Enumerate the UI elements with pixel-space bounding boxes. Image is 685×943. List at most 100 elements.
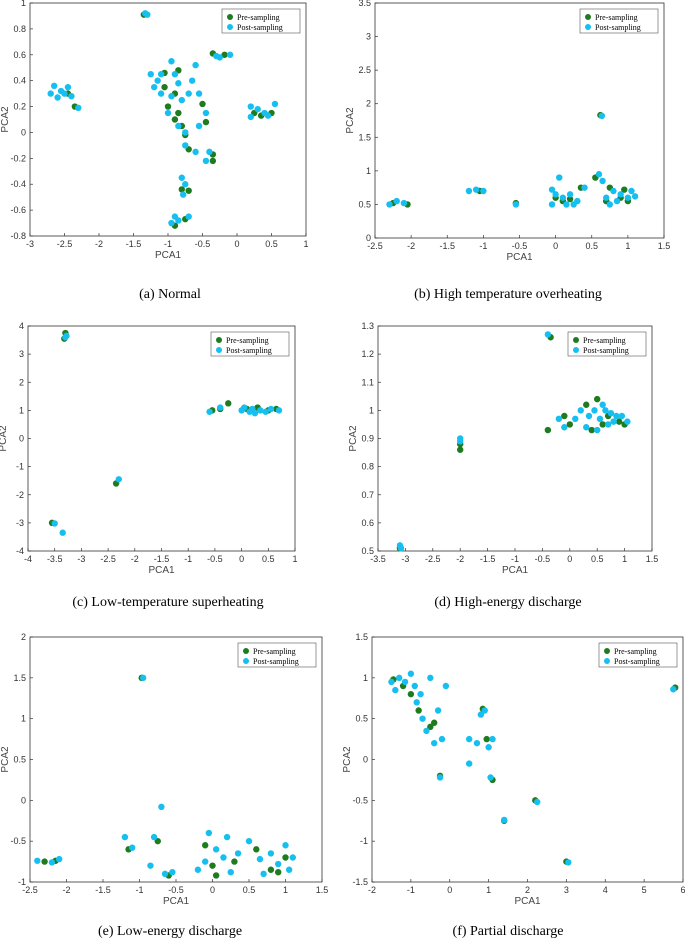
y-tick-label: 0.5 (355, 714, 368, 724)
x-tick-label: -0.5 (535, 554, 551, 564)
x-axis-label: PCA1 (506, 252, 533, 263)
x-tick-label: 1 (625, 241, 630, 251)
legend-post-label: Post-sampling (226, 346, 272, 355)
post-sampling-point (617, 191, 624, 198)
post-sampling-point (227, 869, 234, 876)
post-sampling-point (607, 409, 615, 417)
y-axis-label: PCA2 (348, 425, 359, 452)
x-tick-label: 0 (239, 554, 244, 564)
post-sampling-point (262, 408, 269, 415)
post-sampling-point (164, 109, 172, 117)
panel-e: -2.5 -2 -1.5 -1 -0.5 0 0.5 1 1.5 -1 -0.5 0 0.5 1 1.5 2 P… (0, 632, 328, 939)
post-sampling-point (427, 674, 434, 682)
y-tick-label: 0 (21, 127, 26, 137)
legend-pre-marker (604, 648, 610, 654)
legend-post-marker (585, 24, 591, 30)
post-sampling-point (182, 129, 189, 136)
y-tick-label: 0.9 (361, 434, 374, 444)
post-sampling-point (465, 735, 473, 743)
plot-frame (29, 636, 323, 883)
post-sampling-point (618, 412, 626, 420)
x-tick-label: -1 (511, 554, 519, 564)
legend-box (210, 331, 290, 357)
post-sampling-point (264, 112, 272, 119)
pre-sampling-point (253, 846, 260, 853)
x-tick-label: -3.5 (47, 554, 63, 564)
x-tick-label: -2 (368, 885, 376, 895)
pre-sampling-point (544, 426, 552, 434)
y-tick-label: 0.6 (361, 518, 374, 528)
pre-sampling-point (566, 195, 574, 203)
y-tick-label: 1 (21, 714, 26, 724)
post-sampling-point (670, 686, 677, 693)
pre-sampling-point (41, 858, 48, 865)
post-sampling-point (624, 418, 631, 425)
x-tick-label: 1.5 (646, 554, 659, 564)
pre-sampling-point (275, 869, 282, 876)
post-sampling-point (613, 412, 620, 420)
post-sampling-point (171, 70, 179, 78)
x-tick-label: -2.5 (367, 241, 383, 251)
x-axis-label: PCA1 (502, 565, 529, 576)
post-sampling-point (602, 407, 609, 414)
post-sampling-point (610, 187, 617, 195)
y-tick-label: 0.8 (13, 24, 26, 34)
post-sampling-point (434, 707, 442, 714)
post-sampling-point (247, 113, 254, 121)
y-axis-label: PCA2 (345, 107, 356, 134)
legend-pre-marker (585, 14, 591, 20)
y-tick-label: -1 (16, 462, 24, 472)
x-tick-label: 1 (292, 554, 297, 564)
post-sampling-point (129, 844, 136, 851)
x-axis-label: PCA1 (163, 896, 190, 907)
post-sampling-point (275, 860, 282, 868)
x-tick-label: -0.5 (168, 885, 184, 895)
x-tick-label: -2 (131, 554, 139, 564)
plot-frame (377, 325, 653, 552)
pre-sampling-point (415, 707, 422, 714)
post-sampling-point (477, 711, 485, 718)
post-sampling-point (566, 191, 574, 198)
x-tick-label: -1 (135, 885, 143, 895)
post-sampling-point (241, 404, 248, 411)
post-sampling-point (223, 833, 231, 841)
post-sampling-point (63, 332, 70, 340)
x-tick-label: 0.5 (585, 241, 598, 251)
pre-sampling-point (175, 109, 182, 117)
y-tick-label: 0.5 (13, 755, 26, 765)
post-sampling-point (596, 415, 604, 423)
post-sampling-point (157, 90, 165, 97)
post-sampling-point (212, 846, 220, 853)
post-sampling-point (577, 407, 584, 414)
post-sampling-point (68, 93, 75, 100)
post-sampling-point (188, 77, 196, 84)
pre-sampling-point (225, 400, 232, 407)
pre-sampling-point (231, 858, 238, 865)
post-sampling-point (267, 850, 275, 857)
post-sampling-point (628, 187, 635, 195)
post-sampling-point (169, 869, 176, 876)
post-sampling-point (631, 193, 639, 200)
post-sampling-point (436, 774, 444, 781)
post-sampling-point (465, 760, 473, 767)
y-tick-label: -3 (16, 518, 24, 528)
legend-post-marker (227, 24, 233, 30)
x-tick-label: -2.5 (425, 554, 441, 564)
x-tick-label: 3 (564, 885, 569, 895)
post-sampling-point (175, 80, 182, 87)
y-tick-label: 1 (21, 0, 26, 8)
post-sampling-point (245, 837, 253, 845)
x-axis-label: PCA1 (148, 565, 175, 576)
x-tick-label: -2 (62, 885, 70, 895)
post-sampling-point (150, 833, 158, 841)
post-sampling-point (411, 682, 418, 690)
y-axis-label: PCA2 (342, 746, 353, 773)
post-sampling-point (247, 103, 254, 110)
post-sampling-point (168, 219, 175, 227)
y-tick-label: -0.4 (10, 179, 26, 189)
pre-sampling-point (594, 395, 601, 403)
post-sampling-point (216, 54, 223, 61)
post-sampling-point (154, 77, 161, 84)
x-tick-label: 0 (210, 885, 215, 895)
legend-post-label: Post-sampling (583, 346, 629, 355)
